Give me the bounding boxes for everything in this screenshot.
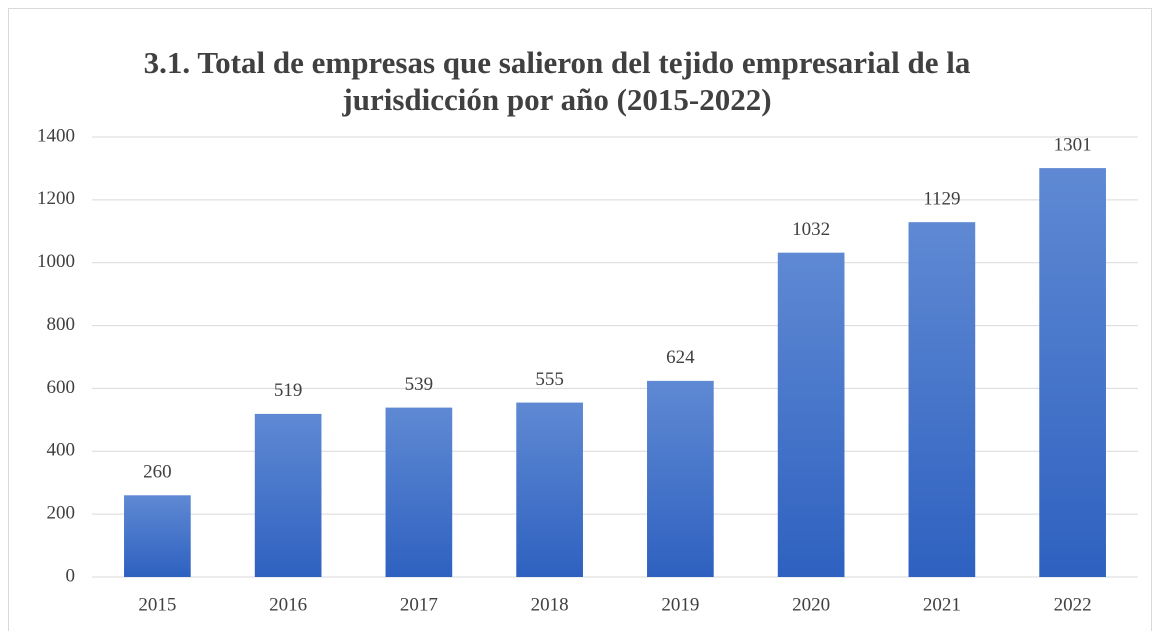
x-tick-label: 2016: [269, 594, 307, 615]
y-tick-label: 1400: [37, 125, 75, 146]
x-tick-label: 2022: [1054, 594, 1092, 615]
data-label: 1032: [792, 219, 830, 240]
y-tick-label: 1200: [37, 188, 75, 209]
x-tick-label: 2018: [531, 594, 569, 615]
x-tick-label: 2015: [138, 594, 176, 615]
bar: [777, 252, 845, 577]
data-label: 1129: [923, 189, 960, 210]
data-label: 1301: [1054, 134, 1092, 155]
bar: [647, 380, 714, 577]
y-tick-label: 800: [47, 314, 76, 335]
y-tick-label: 0: [66, 565, 76, 586]
bar: [385, 407, 453, 577]
bar: [908, 222, 976, 577]
bar: [1039, 168, 1106, 577]
bar: [516, 402, 583, 577]
x-tick-label: 2017: [400, 594, 438, 615]
x-tick-label: 2020: [792, 594, 830, 615]
x-tick-label: 2021: [923, 594, 961, 615]
x-tick-label: 2019: [661, 594, 699, 615]
data-label: 624: [666, 347, 695, 368]
y-tick-label: 400: [47, 440, 76, 461]
chart-title: jurisdicción por año (2015-2022): [341, 82, 771, 117]
data-label: 519: [274, 380, 303, 401]
data-label: 260: [143, 462, 172, 483]
y-tick-label: 200: [47, 503, 76, 524]
data-label: 555: [535, 369, 564, 390]
bar: [124, 495, 191, 577]
chart-title: 3.1. Total de empresas que salieron del …: [144, 45, 971, 80]
y-tick-label: 1000: [37, 251, 75, 272]
data-label: 539: [405, 374, 434, 395]
y-tick-label: 600: [47, 377, 76, 398]
bar: [254, 413, 322, 577]
